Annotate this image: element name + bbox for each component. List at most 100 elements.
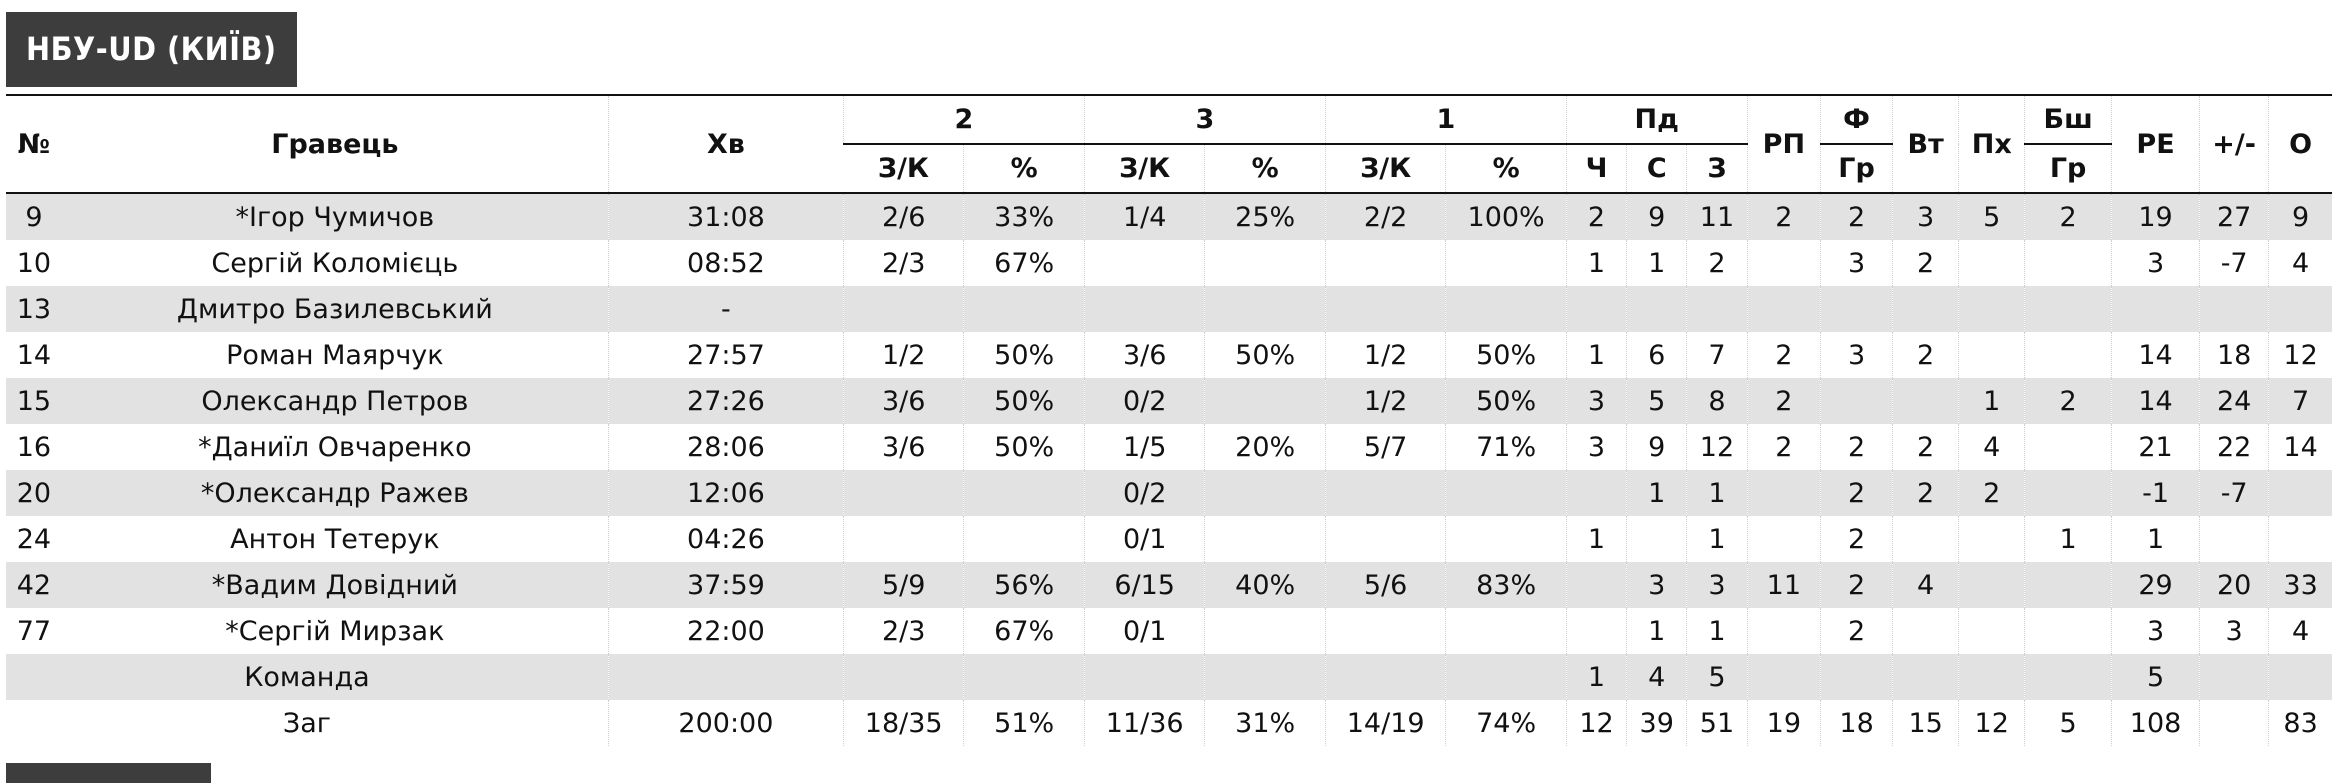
- cell-fg3p: [1204, 470, 1326, 516]
- table-row: 20 *Олександр Ражев 12:06 0/2 1 1 2 2 2 -1 -7: [6, 470, 2332, 516]
- total-cell-pts: 83: [2268, 700, 2332, 746]
- cell-num: 13: [6, 286, 62, 332]
- cell-num: 24: [16, 523, 52, 555]
- team-cell-empty: [2024, 654, 2112, 700]
- cell-pm: [2199, 286, 2269, 332]
- cell-dreb: [1626, 516, 1687, 562]
- col-ft-pct: %: [1445, 144, 1567, 194]
- team-cell-empty: [2268, 654, 2332, 700]
- cell-blk: [2024, 470, 2112, 516]
- cell-pts: 4: [2268, 240, 2332, 286]
- cell-fg2p: [963, 286, 1085, 332]
- cell-pm: 22: [2199, 424, 2269, 470]
- cell-ast: [1746, 240, 1821, 286]
- cell-ft: 1/2: [1324, 332, 1446, 378]
- team-cell-empty: [1958, 654, 2025, 700]
- cell-ft: 5/6: [1324, 562, 1446, 608]
- cell-pf: 2: [1820, 562, 1893, 608]
- cell-oreb: 2: [1565, 193, 1627, 240]
- cell-dreb: 1: [1626, 240, 1687, 286]
- cell-fg2: 3/6: [842, 378, 964, 424]
- cell-eff: 29: [2110, 562, 2200, 608]
- cell-fg3p: 50%: [1204, 332, 1326, 378]
- cell-to: [1892, 286, 1959, 332]
- col-group-blocks: Бш: [2024, 94, 2112, 145]
- cell-oreb: [1565, 608, 1627, 654]
- cell-stl: [1958, 286, 2025, 332]
- box-score-table: № Гравець Хв 2 3 1 Пд РП Ф Вт Пх Бш РЕ +…: [6, 94, 2332, 746]
- cell-blk: [2024, 240, 2112, 286]
- cell-ast: 2: [1746, 193, 1821, 240]
- team-cell-empty: [1746, 654, 1821, 700]
- cell-fg3: 6/15: [1083, 562, 1205, 608]
- col-turnovers: Вт: [1892, 94, 1959, 194]
- cell-fg3p: [1204, 286, 1326, 332]
- cell-pm: [2199, 516, 2269, 562]
- cell-ast: 11: [1746, 562, 1821, 608]
- cell-fg2p: 67%: [963, 240, 1085, 286]
- cell-stl: [1958, 562, 2025, 608]
- team-cell-treb: 5: [1686, 654, 1748, 700]
- cell-to: [1892, 378, 1959, 424]
- team-cell-empty: [2199, 654, 2269, 700]
- cell-treb: 1: [1686, 516, 1748, 562]
- cell-ftp: 100%: [1445, 193, 1567, 240]
- cell-ast: 2: [1746, 332, 1821, 378]
- total-cell-stl: 12: [1958, 700, 2025, 746]
- cell-pts: 9: [2268, 193, 2332, 240]
- cell-stl: [1958, 608, 2025, 654]
- cell-num: 15: [6, 378, 62, 424]
- cell-fg3p: [1204, 608, 1326, 654]
- total-cell-dreb: 39: [1626, 700, 1687, 746]
- cell-num: 9: [6, 193, 62, 240]
- cell-blk: [2024, 424, 2112, 470]
- col-steals: Пх: [1958, 94, 2025, 194]
- total-cell-ftp: 74%: [1445, 700, 1567, 746]
- cell-treb: 1: [1686, 470, 1748, 516]
- team-cell-empty: [1820, 654, 1893, 700]
- cell-ftp: [1445, 608, 1567, 654]
- next-team-badge: [6, 763, 211, 783]
- cell-stl: 5: [1958, 193, 2025, 240]
- cell-blk: 1: [2024, 516, 2112, 562]
- cell-dreb: 5: [1626, 378, 1687, 424]
- cell-treb: 7: [1686, 332, 1748, 378]
- total-cell-fg3: 11/36: [1083, 700, 1205, 746]
- col-3pt-made-att: З/К: [1083, 144, 1205, 194]
- cell-name: *Вадим Довідний: [61, 562, 609, 608]
- team-cell-dreb: 4: [1626, 654, 1687, 700]
- cell-fg2: 5/9: [842, 562, 964, 608]
- cell-fg3: 0/1: [1083, 608, 1205, 654]
- cell-eff: 21: [2110, 424, 2200, 470]
- cell-eff: [2110, 286, 2200, 332]
- cell-fg3: [1083, 286, 1205, 332]
- col-group-ft: 1: [1324, 94, 1567, 145]
- table-header: № Гравець Хв 2 3 1 Пд РП Ф Вт Пх Бш РЕ +…: [6, 94, 2332, 194]
- team-cell-oreb: 1: [1565, 654, 1627, 700]
- cell-pm: 18: [2199, 332, 2269, 378]
- cell-min: 27:26: [607, 378, 844, 424]
- cell-treb: 8: [1686, 378, 1748, 424]
- cell-stl: [1958, 516, 2025, 562]
- cell-fg3: [1083, 240, 1205, 286]
- cell-ft: 5/7: [1324, 424, 1446, 470]
- cell-fg2: 2/3: [842, 608, 964, 654]
- cell-ast: 2: [1746, 424, 1821, 470]
- table-row: 10 Сергій Коломієць 08:52 2/3 67% 1 1 2 3 2 3 -7 4: [6, 240, 2332, 286]
- cell-fg3: 0/1: [1083, 516, 1205, 562]
- cell-blk: 2: [2024, 193, 2112, 240]
- cell-ft: [1324, 240, 1446, 286]
- total-cell-treb: 51: [1686, 700, 1748, 746]
- cell-fg3p: 20%: [1204, 424, 1326, 470]
- cell-eff: 3: [2110, 240, 2200, 286]
- col-group-3pt: 3: [1083, 94, 1326, 145]
- team-cell-empty: [1204, 654, 1326, 700]
- total-cell-min: 200:00: [607, 700, 844, 746]
- col-group-fouls: Ф: [1820, 94, 1893, 145]
- col-plus-minus: +/-: [2199, 94, 2269, 194]
- cell-name: *Олександр Ражев: [61, 470, 609, 516]
- col-reb-offensive: Ч: [1565, 144, 1627, 194]
- cell-ft: [1324, 470, 1446, 516]
- cell-dreb: 1: [1626, 608, 1687, 654]
- cell-treb: 1: [1686, 608, 1748, 654]
